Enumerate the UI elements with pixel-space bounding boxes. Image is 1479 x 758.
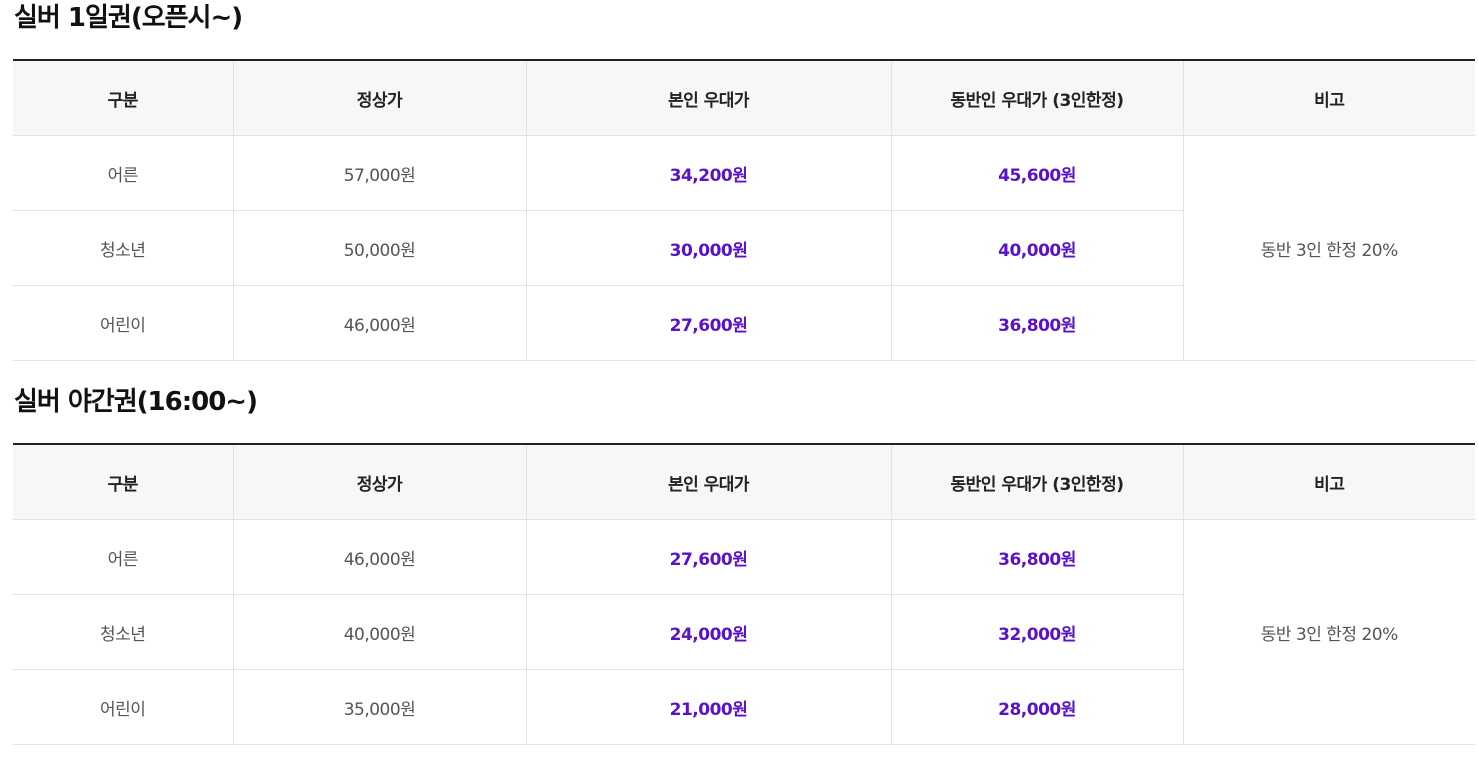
table-header-row: 구분 정상가 본인 우대가 동반인 우대가 (3인한정) 비고: [13, 444, 1475, 520]
header-regular-price: 정상가: [232, 60, 526, 136]
cell-self-price: 21,000원: [525, 669, 891, 745]
table-row: 어린이 46,000원 27,600원 36,800원: [13, 285, 1475, 361]
table-row: 청소년 50,000원 30,000원 40,000원: [13, 210, 1475, 286]
cell-note: 동반 3인 한정 20%: [1182, 519, 1475, 745]
cell-companion-price: 40,000원: [890, 210, 1183, 286]
header-category: 구분: [13, 60, 233, 136]
cell-companion-price: 36,800원: [890, 285, 1183, 361]
cell-note: 동반 3인 한정 20%: [1182, 135, 1475, 361]
cell-category: 어린이: [13, 285, 233, 361]
table-row: 어린이 35,000원 21,000원 28,000원: [13, 669, 1475, 745]
cell-category: 어른: [13, 135, 233, 211]
header-companion-discount-price: 동반인 우대가 (3인한정): [890, 60, 1183, 136]
cell-companion-price: 28,000원: [890, 669, 1183, 745]
header-note: 비고: [1182, 60, 1475, 136]
cell-category: 어른: [13, 519, 233, 595]
header-companion-discount-price: 동반인 우대가 (3인한정): [890, 444, 1183, 520]
header-regular-price: 정상가: [232, 444, 526, 520]
cell-self-price: 34,200원: [525, 135, 891, 211]
cell-regular-price: 35,000원: [232, 669, 526, 745]
table-row: 청소년 40,000원 24,000원 32,000원: [13, 594, 1475, 670]
header-note: 비고: [1182, 444, 1475, 520]
table-header-row: 구분 정상가 본인 우대가 동반인 우대가 (3인한정) 비고: [13, 60, 1475, 136]
table-row: 어른 57,000원 34,200원 45,600원 동반 3인 한정 20%: [13, 135, 1475, 361]
cell-regular-price: 46,000원: [232, 285, 526, 361]
section-title-night-pass: 실버 야간권(16:00~): [14, 387, 258, 417]
cell-regular-price: 46,000원: [232, 519, 526, 595]
cell-regular-price: 50,000원: [232, 210, 526, 286]
cell-category: 어린이: [13, 669, 233, 745]
cell-regular-price: 40,000원: [232, 594, 526, 670]
cell-companion-price: 45,600원: [890, 135, 1183, 211]
section-title-day-pass: 실버 1일권(오픈시~): [14, 3, 243, 33]
header-category: 구분: [13, 444, 233, 520]
price-table-day-pass: 구분 정상가 본인 우대가 동반인 우대가 (3인한정) 비고 어른 57,00…: [13, 59, 1475, 361]
header-self-discount-price: 본인 우대가: [525, 60, 891, 136]
table-row: 어른 46,000원 27,600원 36,800원 동반 3인 한정 20%: [13, 519, 1475, 745]
header-self-discount-price: 본인 우대가: [525, 444, 891, 520]
cell-self-price: 27,600원: [525, 285, 891, 361]
price-table-night-pass: 구분 정상가 본인 우대가 동반인 우대가 (3인한정) 비고 어른 46,00…: [13, 443, 1475, 745]
cell-category: 청소년: [13, 594, 233, 670]
cell-category: 청소년: [13, 210, 233, 286]
cell-companion-price: 32,000원: [890, 594, 1183, 670]
cell-self-price: 24,000원: [525, 594, 891, 670]
cell-self-price: 30,000원: [525, 210, 891, 286]
cell-companion-price: 36,800원: [890, 519, 1183, 595]
cell-regular-price: 57,000원: [232, 135, 526, 211]
cell-self-price: 27,600원: [525, 519, 891, 595]
